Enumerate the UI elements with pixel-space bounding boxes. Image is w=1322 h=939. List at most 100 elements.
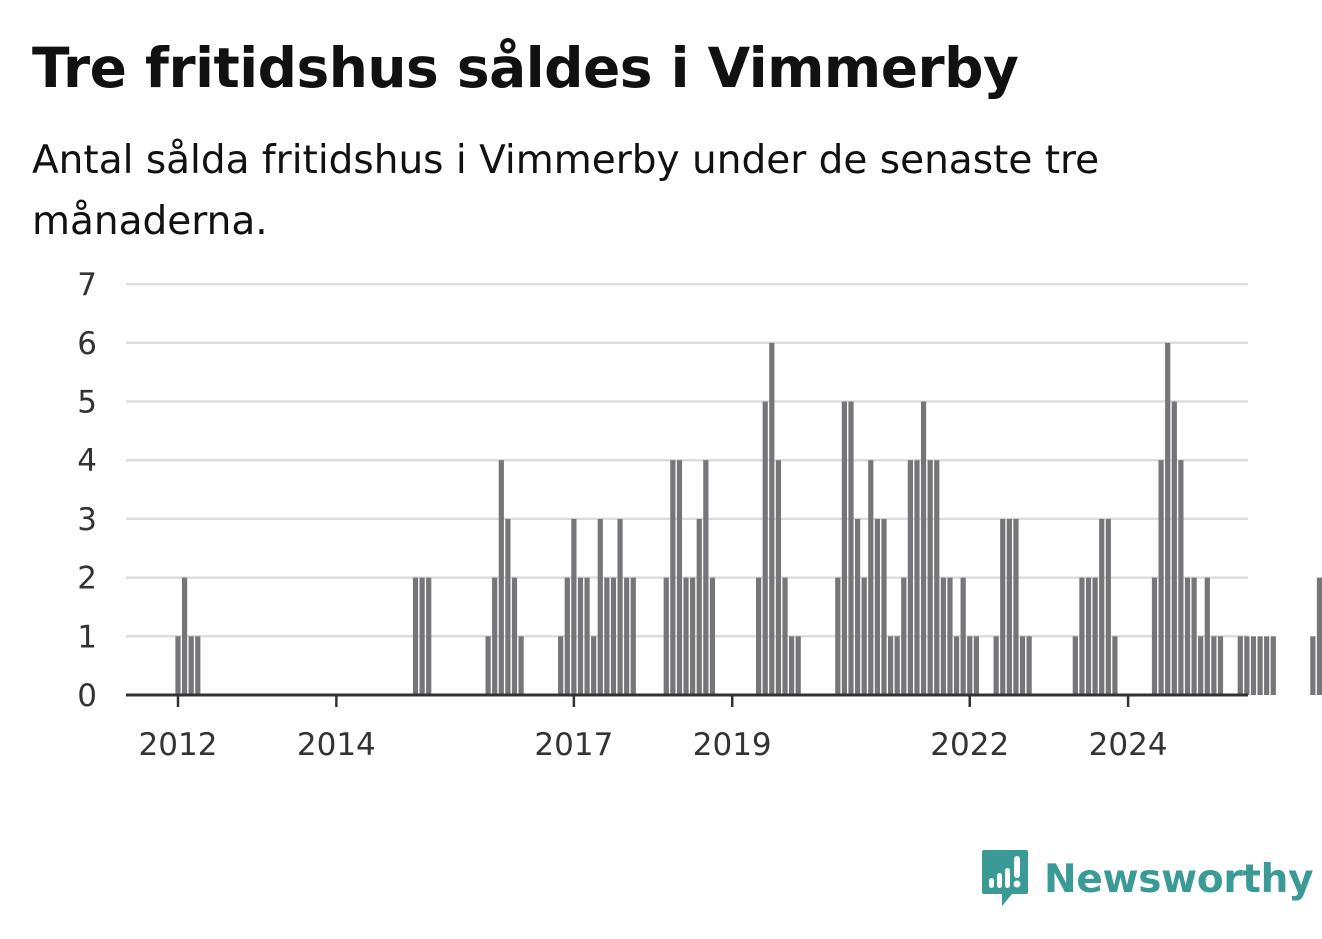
brand-name: Newsworthy (1044, 856, 1314, 902)
bar (1198, 636, 1204, 695)
bar (927, 460, 933, 695)
bar (1105, 518, 1111, 695)
bar (1217, 636, 1224, 695)
bar (960, 577, 966, 695)
bar (564, 577, 570, 695)
x-tick-label: 2022 (930, 727, 1009, 763)
bar (1184, 577, 1191, 695)
bar (683, 577, 689, 695)
bar-chart: 012345672012201420172019202220243 (77, 267, 1322, 763)
bar (1250, 636, 1257, 695)
y-tick-label: 2 (77, 561, 97, 597)
bar (175, 636, 181, 695)
bar (1310, 636, 1316, 695)
bar (782, 577, 788, 695)
bar (967, 636, 973, 695)
bar (505, 518, 511, 695)
bar (195, 636, 201, 695)
bar (1237, 636, 1243, 695)
bar (848, 401, 854, 695)
bar (617, 518, 623, 695)
bar (1013, 518, 1019, 695)
bar (993, 636, 999, 695)
bar (1211, 636, 1217, 695)
bar (670, 460, 676, 695)
bar (1019, 636, 1026, 695)
bar (861, 577, 867, 695)
bar (894, 636, 900, 695)
bar (756, 577, 762, 695)
bar (604, 577, 610, 695)
bar (1151, 577, 1158, 695)
bar (709, 577, 716, 695)
x-tick-label: 2014 (297, 727, 376, 763)
y-tick-label: 5 (77, 385, 97, 421)
y-tick-label: 3 (77, 502, 97, 538)
bar (690, 577, 696, 695)
bar (571, 518, 577, 695)
bar (881, 518, 887, 695)
bar (624, 577, 630, 695)
bar (953, 636, 960, 695)
bar (1026, 636, 1032, 695)
bar (1171, 401, 1177, 695)
bar (1264, 636, 1270, 695)
bar (1112, 636, 1118, 695)
bar (597, 518, 603, 695)
bar (1099, 518, 1105, 695)
bar (874, 518, 880, 695)
bar (1079, 577, 1085, 695)
bar (412, 577, 419, 695)
x-tick-label: 2024 (1089, 727, 1168, 763)
grid-lines (126, 282, 1248, 638)
bar (591, 636, 597, 695)
bar (1204, 577, 1210, 695)
bar (901, 577, 907, 695)
bar (775, 460, 782, 695)
y-tick-label: 1 (77, 619, 97, 655)
bar (558, 636, 564, 695)
bar (1270, 636, 1276, 695)
bar (907, 460, 913, 695)
bar (696, 518, 702, 695)
bar (887, 636, 894, 695)
bar (663, 577, 669, 695)
chart-title: Tre fritidshus såldes i Vimmerby (32, 36, 1019, 100)
bar (1092, 577, 1098, 695)
chart-subtitle: Antal sålda fritidshus i Vimmerby under … (32, 138, 1100, 244)
bars (175, 342, 1322, 695)
newsworthy-logo: Newsworthy (980, 848, 1314, 910)
bar (762, 401, 768, 695)
bar (518, 636, 524, 695)
bar (835, 577, 841, 695)
y-tick-label: 6 (77, 326, 97, 362)
bar (795, 636, 801, 695)
bar (584, 577, 590, 695)
bar (769, 342, 775, 695)
bar (1165, 342, 1171, 695)
bar (1191, 577, 1197, 695)
bar (419, 577, 425, 695)
y-tick-label: 4 (77, 443, 97, 479)
bar (182, 577, 188, 695)
bar (940, 577, 946, 695)
bar-chart-speech-bubble-icon (982, 850, 1028, 906)
x-tick-label: 2017 (534, 727, 613, 763)
bar (1085, 577, 1092, 695)
tick-labels: 012345672012201420172019202220243 (77, 267, 1168, 763)
bar (1178, 460, 1184, 695)
bar (630, 577, 636, 695)
bar (1244, 636, 1250, 695)
bar (426, 577, 432, 695)
bar (1158, 460, 1164, 695)
bar (914, 460, 920, 695)
bar (868, 460, 874, 695)
bar (920, 401, 927, 695)
bar (498, 460, 504, 695)
bar (841, 401, 847, 695)
bar (511, 577, 518, 695)
bar (188, 636, 194, 695)
bar (577, 577, 584, 695)
y-tick-label: 7 (77, 267, 97, 303)
y-tick-label: 0 (77, 678, 97, 714)
